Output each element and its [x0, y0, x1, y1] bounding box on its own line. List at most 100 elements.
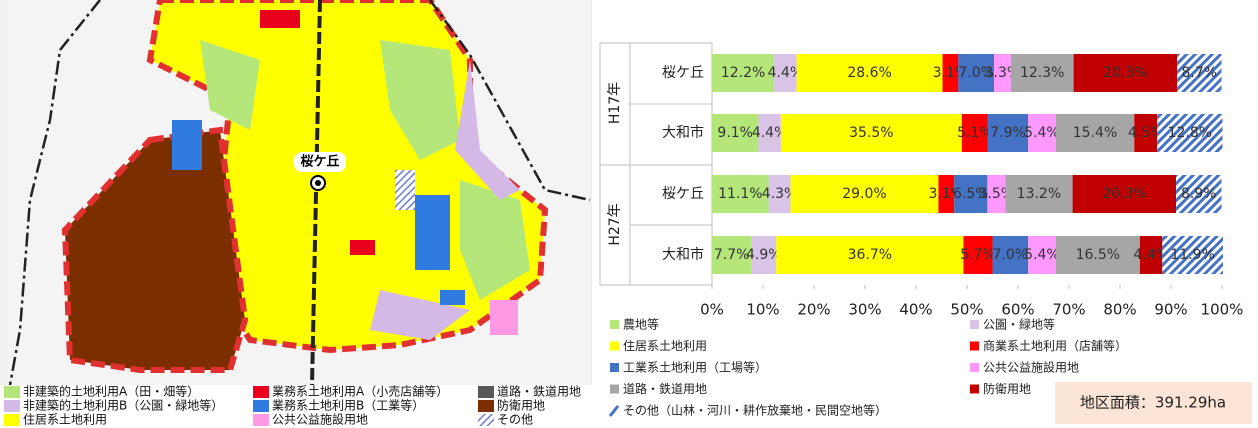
data-label: 5.4% — [1024, 247, 1060, 263]
legend-label: その他（山林・河川・耕作放棄地・民間空地等） — [623, 403, 887, 418]
annotation-box — [1055, 382, 1252, 424]
x-tick-label: 100% — [1201, 301, 1244, 319]
bar-segment — [938, 175, 955, 213]
x-tick-label: 0% — [700, 301, 724, 319]
bar-segment — [1134, 114, 1158, 152]
data-label: 5.1% — [957, 125, 993, 141]
x-tick-label: 10% — [746, 301, 779, 319]
map-legend-swatch — [4, 414, 20, 426]
data-label: 35.5% — [849, 125, 893, 141]
legend-swatch — [610, 320, 619, 329]
legend-label: 農地等 — [623, 318, 659, 332]
bar-segment — [954, 175, 988, 213]
data-label: 7.7% — [714, 247, 750, 263]
bar-segment — [1010, 54, 1074, 92]
commercial-patch — [350, 240, 375, 255]
data-label: 16.5% — [1076, 247, 1120, 263]
legend-label: 防衛用地 — [983, 381, 1031, 396]
annotation: 地区面積：391.29ha — [1080, 394, 1226, 412]
data-label: 20.3% — [1102, 186, 1146, 202]
bar-segment — [774, 54, 797, 92]
x-tick-label: 50% — [950, 301, 983, 319]
data-label: 9.1% — [717, 125, 753, 141]
place-marker-dot — [315, 180, 321, 186]
map-legend-label: 非建築的土地利用B（公園・緑地等） — [23, 398, 223, 413]
legend-swatch — [970, 363, 979, 372]
map-legend-swatch — [253, 386, 269, 398]
other-patch — [395, 170, 415, 210]
bar-segment — [1055, 236, 1140, 274]
group-label: H17年 — [607, 82, 623, 124]
data-label: 4.4% — [1133, 247, 1169, 263]
bar-segment — [1028, 114, 1056, 152]
bar-segment — [1073, 54, 1178, 92]
legend-swatch — [610, 384, 619, 394]
data-label: 29.0% — [842, 186, 886, 202]
data-label: 4.4% — [752, 125, 788, 141]
bar-segment — [963, 236, 993, 274]
bar-segment — [768, 175, 791, 213]
bar-segment — [712, 114, 759, 152]
defense-area — [61, 126, 249, 373]
legend-label: 商業系土地利用（店舗等） — [983, 338, 1127, 353]
data-label: 11.9% — [1170, 247, 1214, 263]
bar-segment — [751, 236, 777, 274]
data-label: 12.2% — [721, 65, 765, 81]
map-legend: 非建築的土地利用A（田・畑等）非建築的土地利用B（公園・緑地等）住居系土地利用 業… — [4, 384, 581, 427]
bar-segment — [1072, 175, 1177, 213]
data-label: 28.6% — [847, 65, 891, 81]
public-patch — [490, 300, 518, 335]
bar-segment — [1028, 236, 1056, 274]
data-label: 15.4% — [1073, 125, 1117, 141]
bar-segment — [712, 54, 775, 92]
park-patch — [370, 290, 470, 340]
city-boundary — [428, 0, 591, 202]
data-label: 5.7% — [960, 247, 996, 263]
category-label: 大和市 — [662, 124, 704, 141]
bar-segment — [712, 175, 769, 213]
bar-segment — [1162, 236, 1224, 274]
legend-label: 公園・緑地等 — [983, 317, 1055, 332]
bar-segment — [1176, 175, 1222, 213]
park-patch — [455, 60, 520, 200]
legend-swatch — [610, 341, 619, 351]
legend-swatch — [970, 384, 979, 394]
map-legend-label: 業務系土地利用B（工業等） — [272, 399, 424, 413]
map-legend-swatch — [4, 386, 20, 398]
farmland-patch — [460, 180, 530, 300]
data-label: 20.3% — [1103, 65, 1147, 81]
farmland-patch — [380, 40, 460, 160]
bar-segment — [780, 114, 962, 152]
bar-segment — [712, 236, 752, 274]
x-tick-label: 20% — [797, 301, 830, 319]
legend-label: 工業系土地利用（工場等） — [623, 361, 767, 375]
group-label: H27年 — [607, 203, 623, 245]
legend-label: 公共公益施設用地 — [983, 360, 1079, 375]
city-boundary — [8, 0, 101, 386]
bar-segment — [1005, 175, 1073, 213]
industrial-patch — [440, 290, 465, 305]
category-label: 大和市 — [662, 246, 704, 263]
bar-segment — [790, 175, 939, 213]
data-label: 7.9% — [990, 125, 1026, 141]
map-legend-label: 業務系土地利用A（小売店舗等） — [272, 384, 448, 399]
bar-segment — [987, 114, 1029, 152]
x-tick-label: 90% — [1154, 301, 1187, 319]
legend-swatch — [608, 405, 620, 417]
map: 桜ケ丘 非建築的土地利用A（田・畑等）非建築的土地利用B（公園・緑地等）住居系土… — [0, 0, 592, 428]
category-label: 桜ケ丘 — [662, 65, 704, 81]
data-label: 8.9% — [1181, 186, 1217, 202]
bar-segment — [1177, 54, 1222, 92]
place-label-bg — [294, 152, 346, 172]
legend-swatch — [970, 341, 979, 351]
bar-segment — [776, 236, 964, 274]
data-label: 13.2% — [1017, 186, 1061, 202]
bar-segment — [1055, 114, 1135, 152]
data-label: 5.4% — [1024, 125, 1060, 141]
x-tick-label: 60% — [1001, 301, 1034, 319]
bar-segment — [987, 175, 1006, 213]
map-legend-label: 道路・鉄道用地 — [497, 384, 581, 399]
data-label: 4.5% — [1128, 125, 1164, 141]
data-label: 4.3% — [762, 186, 798, 202]
